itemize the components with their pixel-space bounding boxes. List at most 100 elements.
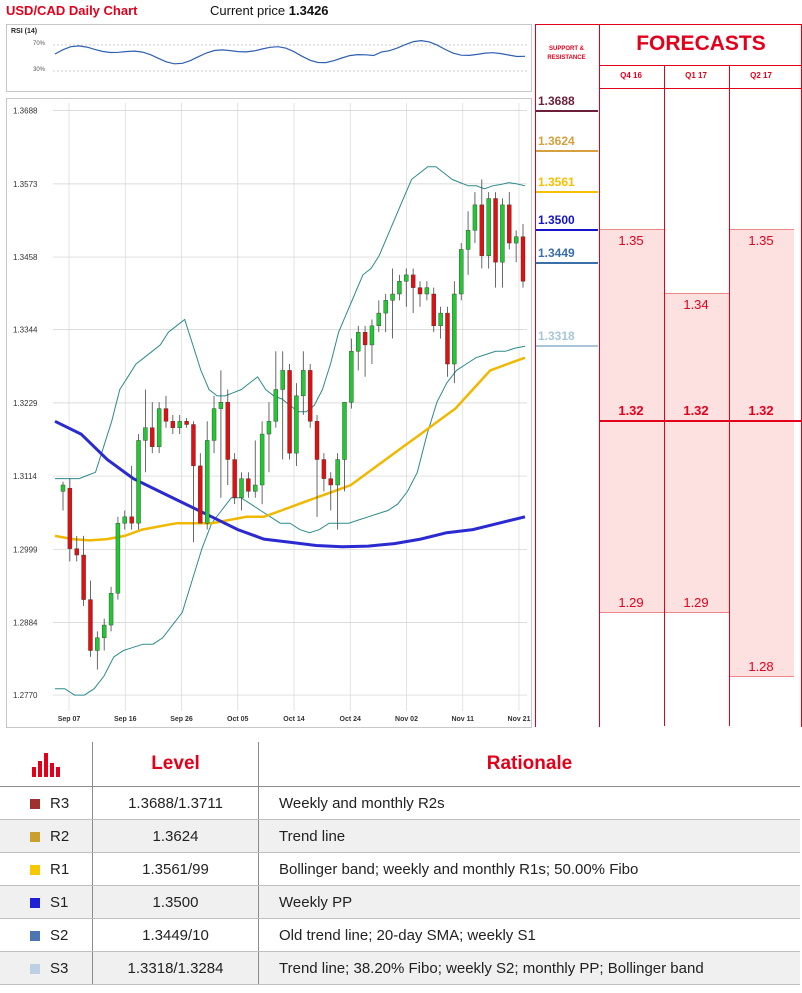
sr-level-value: 1.3624 (538, 134, 575, 149)
level-value: 1.3449/10 (92, 918, 259, 952)
level-name-cell: R2 (0, 819, 93, 853)
candle-down (507, 204, 512, 244)
table-icon-cell (0, 742, 93, 787)
candle-up (108, 593, 114, 626)
sr-level-line (536, 261, 598, 264)
level-name: S2 (50, 926, 69, 944)
table-row: S2 1.3449/10 Old trend line; 20-day SMA; w… (0, 918, 800, 952)
forecast-mid: 1.32 (748, 403, 774, 419)
sr-level-value: 1.3561 (538, 174, 575, 189)
candle-up (513, 236, 519, 244)
candle-up (472, 204, 478, 231)
forecast-header-divider (599, 65, 801, 66)
level-name: R1 (50, 860, 70, 878)
forecast-high: 1.35 (618, 233, 644, 249)
y-tick-label: 1.3344 (13, 326, 38, 335)
sr-level-line (536, 150, 598, 153)
candle-down (479, 204, 485, 256)
candle-up (218, 402, 224, 409)
candle-down (328, 478, 333, 486)
level-name-cell: R3 (0, 786, 93, 820)
candle-up (211, 408, 217, 441)
candle-up (335, 459, 340, 486)
rsi-level-high: 70% (33, 41, 46, 47)
forecast-high: 1.34 (683, 297, 709, 312)
candle-down (520, 236, 526, 282)
price-plot: 1.3688 1.3573 1.3458 1.3344 1.3229 1.3114 1.29… (13, 103, 531, 723)
level-name-cell: S1 (0, 885, 93, 919)
level-color-swatch (30, 930, 40, 941)
candle-up (500, 204, 505, 263)
bar-chart-icon (32, 753, 60, 777)
candle-down (321, 459, 327, 479)
candle-up (177, 421, 182, 428)
level-name: R3 (50, 794, 70, 812)
sma-yellow-line (54, 356, 526, 542)
table-row: R3 1.3688/1.3711 Weekly and monthly R2s (0, 786, 800, 820)
y-tick-label: 1.2770 (13, 691, 38, 700)
sr-level-line (536, 190, 598, 193)
table-row: S3 1.3318/1.3284 Trend line; 38.20% Fibo; … (0, 951, 800, 985)
candle-up (143, 427, 148, 441)
candle-up (280, 370, 285, 390)
candle-down (163, 408, 169, 422)
chart-title: USD/CAD Daily Chart (6, 3, 138, 18)
x-tick-label: Sep 16 (114, 716, 137, 723)
candle-up (204, 440, 210, 524)
candle-up (452, 293, 457, 365)
level-rationale: Weekly and monthly R2s (258, 786, 800, 820)
sr-level-line (536, 229, 598, 232)
forecast-low: 1.29 (618, 595, 644, 611)
candle-up (390, 293, 395, 301)
forecast-col-header: Q1 17 (685, 71, 707, 80)
candle-down (88, 599, 93, 651)
forecast-header-bottom (599, 88, 801, 89)
level-rationale: Trend line; 38.20% Fibo; weekly S2; mont… (258, 951, 800, 985)
forecast-col-header: Q4 16 (620, 71, 642, 80)
level-name: S3 (50, 959, 69, 977)
candle-up (266, 421, 272, 435)
level-column-header: Level (92, 742, 259, 787)
candle-up (438, 312, 443, 327)
forecast-col-divider (664, 65, 665, 726)
forecast-low: 1.29 (683, 595, 709, 611)
level-name-cell: S3 (0, 951, 93, 985)
y-tick-label: 1.3573 (13, 180, 38, 189)
sr-level-value: 1.3318 (538, 329, 575, 344)
candle-up (301, 370, 306, 397)
bollinger-lower-line (55, 345, 526, 696)
candle-up (294, 395, 299, 454)
candle-up (342, 402, 347, 460)
x-tick-label: Oct 24 (340, 716, 362, 723)
x-tick-label: Nov 02 (395, 716, 418, 723)
levels-table-header: Level Rationale (0, 742, 800, 787)
x-tick-label: Sep 26 (170, 716, 193, 723)
level-color-swatch (30, 864, 40, 875)
table-row: R1 1.3561/99 Bollinger band; weekly and mo… (0, 852, 800, 886)
candle-down (431, 293, 436, 327)
forecast-range-band (665, 293, 729, 614)
candle-up (259, 433, 265, 486)
x-tick-label: Sep 07 (58, 716, 81, 723)
sr-level-value: 1.3688 (538, 93, 575, 108)
candle-down (410, 274, 416, 288)
candle-up (122, 516, 127, 524)
rsi-label: RSI (14) (11, 28, 38, 35)
y-tick-label: 1.3229 (13, 399, 38, 408)
level-value: 1.3500 (92, 885, 259, 919)
sr-heading-line1: SUPPORT & (548, 46, 584, 52)
forecast-mid: 1.32 (618, 403, 644, 419)
candle-up (397, 281, 402, 295)
y-tick-label: 1.3458 (13, 253, 38, 262)
x-tick-label: Oct 14 (283, 716, 305, 723)
forecast-col-header: Q2 17 (750, 71, 772, 80)
forecast-col-divider (729, 65, 730, 726)
candle-up (376, 312, 382, 327)
y-tick-label: 1.2999 (13, 545, 38, 554)
support-resistance-heading: SUPPORT & RESISTANCE (535, 45, 598, 63)
forecast-mid-line (599, 420, 801, 423)
rationale-column-header: Rationale (258, 742, 800, 787)
candle-down (307, 370, 313, 422)
level-color-swatch (30, 831, 40, 842)
candle-up (95, 637, 100, 651)
